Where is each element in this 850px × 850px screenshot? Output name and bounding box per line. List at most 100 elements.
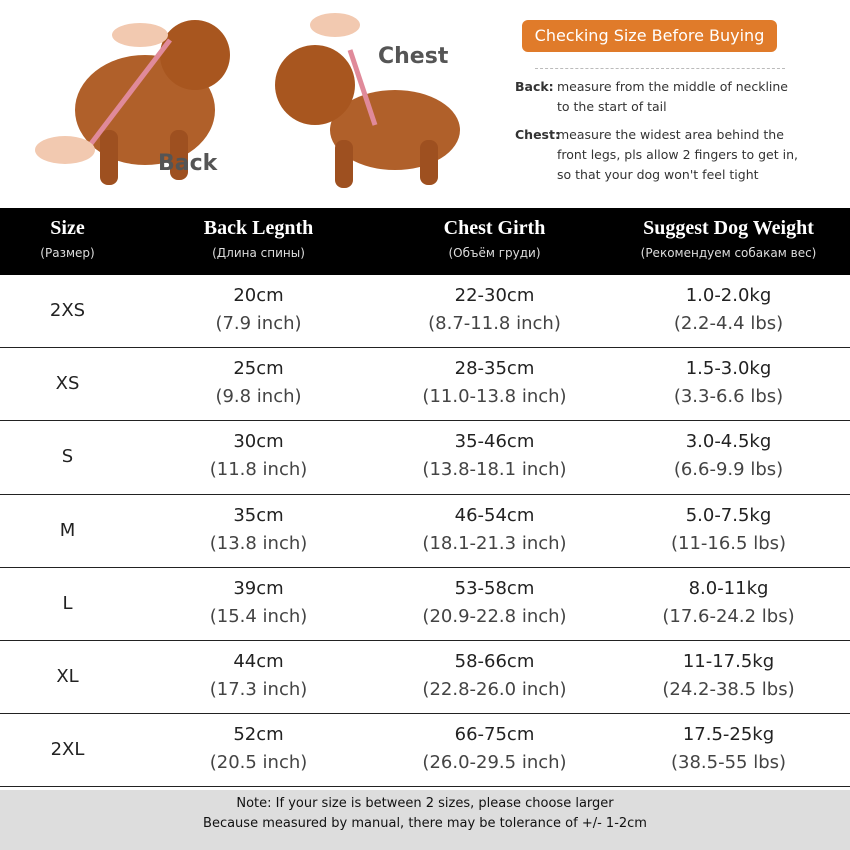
header-subtitle: (Длина спины)	[212, 246, 305, 260]
table-cell: XS	[0, 348, 135, 420]
table-cell: M	[0, 495, 135, 567]
cell-imperial: (11.0-13.8 inch)	[422, 386, 567, 408]
table-cell: 28-35cm (11.0-13.8 inch)	[382, 348, 607, 420]
header-subtitle: (Объём груди)	[448, 246, 541, 260]
guide-item: Chest:measure the widest area behind the…	[515, 125, 805, 185]
table-cell: 66-75cm (26.0-29.5 inch)	[382, 714, 607, 786]
cell-imperial: (3.3-6.6 lbs)	[673, 386, 784, 408]
table-cell: 11-17.5kg (24.2-38.5 lbs)	[607, 641, 850, 713]
table-cell: S	[0, 421, 135, 493]
size-label: XL	[56, 666, 79, 687]
table-row: S 30cm (11.8 inch) 35-46cm (13.8-18.1 inch) 3…	[0, 421, 850, 495]
cell-metric: 30cm	[233, 431, 284, 453]
back-label: Back	[158, 151, 219, 176]
size-label: 2XL	[50, 739, 85, 761]
table-cell: 44cm (17.3 inch)	[135, 641, 382, 713]
cell-imperial: (18.1-21.3 inch)	[422, 532, 567, 554]
cell-metric: 5.0-7.5kg	[685, 504, 772, 526]
cell-metric: 8.0-11kg	[688, 577, 769, 599]
cell-metric: 58-66cm	[454, 651, 535, 672]
cell-imperial: (38.5-55 lbs)	[670, 752, 787, 774]
tape	[88, 38, 172, 147]
size-label: S	[61, 446, 74, 468]
table-row: XL 44cm (17.3 inch) 58-66cm (22.8-26.0 inch)…	[0, 641, 850, 715]
table-cell: 25cm (9.8 inch)	[135, 348, 382, 420]
guide-title: Checking Size Before Buying	[522, 20, 777, 52]
table-cell: 20cm (7.9 inch)	[135, 275, 382, 347]
cell-metric: 1.0-2.0kg	[685, 285, 772, 306]
cell-metric: 11-17.5kg	[682, 651, 775, 672]
size-label: M	[59, 519, 76, 541]
table-cell: 46-54cm (18.1-21.3 inch)	[382, 495, 607, 567]
size-label: XS	[55, 373, 80, 395]
cell-imperial: (11-16.5 lbs)	[670, 532, 787, 554]
table-cell: 39cm (15.4 inch)	[135, 568, 382, 640]
table-header: Size (Размер) Back Legnth (Длина спины) Ches…	[0, 208, 850, 275]
table-cell: 17.5-25kg (38.5-55 lbs)	[607, 714, 850, 786]
cell-imperial: (7.9 inch)	[215, 313, 302, 334]
header-cell: Chest Girth (Объём груди)	[382, 208, 607, 275]
cell-imperial: (2.2-4.4 lbs)	[673, 313, 784, 334]
cell-metric: 44cm	[233, 651, 284, 672]
size-label: 2XS	[49, 300, 86, 321]
cell-imperial: (8.7-11.8 inch)	[428, 313, 561, 334]
dog-leg	[100, 130, 118, 185]
cell-imperial: (20.9-22.8 inch)	[422, 605, 567, 627]
dog-leg	[420, 140, 438, 185]
table-cell: 52cm (20.5 inch)	[135, 714, 382, 786]
guide-text: measure the widest area behind the	[557, 127, 784, 142]
guide-term: Chest:	[515, 127, 560, 142]
table-cell: 35cm (13.8 inch)	[135, 495, 382, 567]
chest-label: Chest	[378, 44, 449, 69]
footer: Note: If your size is between 2 sizes, p…	[0, 790, 850, 850]
cell-metric: 17.5-25kg	[682, 724, 775, 746]
table-cell: 35-46cm (13.8-18.1 inch)	[382, 421, 607, 493]
table-cell: 53-58cm (20.9-22.8 inch)	[382, 568, 607, 640]
table-cell: L	[0, 568, 135, 640]
size-guide: Checking Size Before Buying Back: measure…	[515, 20, 805, 195]
table-cell: 8.0-11kg (17.6-24.2 lbs)	[607, 568, 850, 640]
table-cell: 2XL	[0, 714, 135, 786]
cell-imperial: (20.5 inch)	[209, 752, 308, 774]
cell-imperial: (13.8 inch)	[209, 532, 308, 554]
cell-metric: 35-46cm	[454, 431, 535, 453]
header-title: Suggest Dog Weight	[643, 217, 814, 239]
cell-metric: 35cm	[233, 504, 284, 526]
table-row: M 35cm (13.8 inch) 46-54cm (18.1-21.3 inch) 5…	[0, 495, 850, 568]
cell-metric: 22-30cm	[454, 285, 535, 306]
guide-line: front legs, pls allow 2 fingers to get i…	[557, 147, 798, 162]
table-row: 2XL 52cm (20.5 inch) 66-75cm (26.0-29.5 inch…	[0, 714, 850, 788]
guide-text: measure from the middle of neckline	[557, 79, 788, 94]
cell-metric: 66-75cm	[454, 724, 535, 746]
dog-head	[160, 20, 230, 90]
guide-term: Back:	[515, 79, 554, 94]
header-cell: Back Legnth (Длина спины)	[135, 208, 382, 275]
table-cell: 1.0-2.0kg (2.2-4.4 lbs)	[607, 275, 850, 347]
table-cell: 3.0-4.5kg (6.6-9.9 lbs)	[607, 421, 850, 493]
table-cell: 22-30cm (8.7-11.8 inch)	[382, 275, 607, 347]
table-cell: XL	[0, 641, 135, 713]
guide-line: to the start of tail	[557, 99, 667, 114]
tape	[347, 49, 378, 126]
dog-leg	[335, 140, 353, 188]
cell-imperial: (6.6-9.9 lbs)	[673, 459, 784, 481]
header-title: Size	[50, 217, 85, 239]
cell-metric: 25cm	[233, 358, 284, 380]
hand	[310, 13, 360, 37]
header-title: Back Legnth	[203, 217, 314, 239]
cell-imperial: (9.8 inch)	[215, 386, 302, 408]
header-cell: Size (Размер)	[0, 208, 135, 275]
cell-imperial: (11.8 inch)	[209, 459, 308, 481]
size-label: L	[62, 592, 73, 614]
guide-line: Back: measure from the middle of neckline	[515, 77, 805, 97]
ruler	[535, 58, 785, 69]
table-cell: 58-66cm (22.8-26.0 inch)	[382, 641, 607, 713]
cell-metric: 39cm	[233, 577, 284, 599]
hand	[112, 23, 168, 47]
guide-line: so that your dog won't feel tight	[557, 167, 759, 182]
dog-head	[275, 45, 355, 125]
cell-imperial: (24.2-38.5 lbs)	[662, 679, 795, 700]
footer-line: Because measured by manual, there may be…	[203, 816, 647, 831]
table-row: L 39cm (15.4 inch) 53-58cm (20.9-22.8 inch) 8…	[0, 568, 850, 641]
